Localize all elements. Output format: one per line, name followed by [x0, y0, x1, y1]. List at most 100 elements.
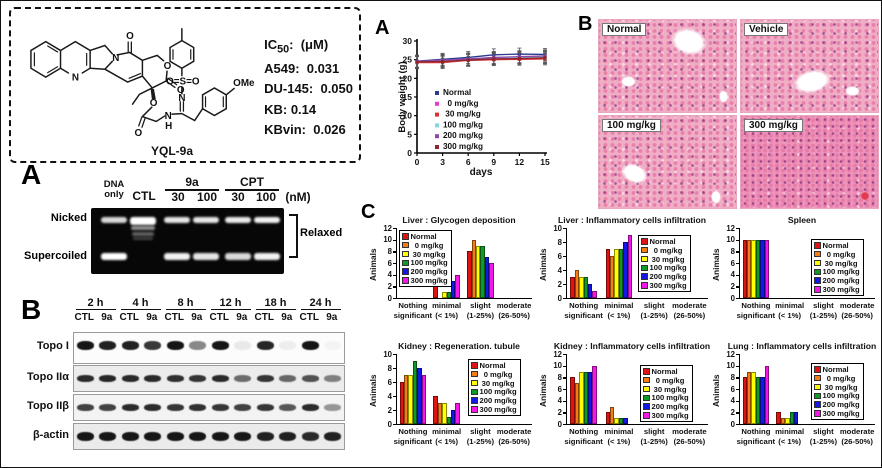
chart-legend: Normal 0 mg/kg 30 mg/kg 100 mg/kg 200 mg/k… [640, 365, 693, 422]
chart-y-tick-label: 6 [557, 251, 562, 261]
legend-label: 0 mg/kg [822, 249, 856, 259]
blot-band [279, 404, 297, 411]
blot-band [189, 404, 207, 411]
chart-y-tick [736, 251, 739, 253]
chart-x-tick-line1: moderate [672, 301, 707, 310]
bar-30 mg/kg [614, 249, 619, 298]
legend-label: 100 mg/kg [410, 258, 448, 268]
blot-band [256, 375, 274, 382]
ic50-heading: IC50: (μM) [264, 37, 329, 56]
gel-band-supercoiled [164, 253, 190, 260]
compound-structure-box: N N O O O O O N H N O=S=O OMe IC50: (μM)… [9, 7, 361, 163]
blot-strip-1 [73, 365, 345, 392]
legend-item: 100 mg/kg [641, 263, 687, 272]
gel-bracket-label-relaxed: Relaxed [300, 227, 343, 239]
legend-item: 30 mg/kg [814, 383, 860, 392]
legend-swatch [814, 392, 821, 400]
bar-Normal [742, 239, 748, 298]
legend-label: 30 mg/kg [651, 384, 687, 394]
blot-band [166, 340, 184, 350]
chart-y-tick [563, 377, 566, 379]
bar-100 mg/kg [618, 418, 624, 424]
bar-0 mg/kg [437, 403, 443, 424]
legend-swatch [814, 259, 821, 267]
atom-o-amide: O [126, 31, 134, 42]
legend-swatch [402, 268, 409, 275]
bar-0 mg/kg [747, 371, 752, 424]
chart-x-tick-line2: (1-25%) [809, 311, 838, 320]
legend-item: 300 mg/kg [471, 405, 517, 414]
blot-time-header: 12 h [210, 297, 251, 310]
chart-y-tick [736, 239, 739, 242]
legend-label: 300 mg/kg [410, 275, 448, 285]
blot-band [301, 404, 319, 411]
vessel-blob [668, 23, 710, 60]
legend-swatch [471, 379, 478, 387]
ic50-values-block: IC50: (μM) A549: 0.031 DU-145: 0.050 KB:… [264, 35, 353, 141]
chart-y-tick-label: 8 [387, 246, 392, 256]
legend-swatch [435, 134, 439, 139]
panel-letter-blot-B: B [21, 294, 42, 325]
legend-swatch [402, 241, 409, 249]
ic50-a549: A549: 0.031 [264, 60, 340, 76]
gel-band-supercoiled [193, 253, 219, 260]
chart-y-tick [393, 286, 396, 288]
x-tick-label: 9 [491, 157, 496, 167]
bar-200 mg/kg [623, 418, 628, 424]
legend-item: 0 mg/kg [643, 376, 689, 385]
gel-dose-cpt-30: 30 [231, 190, 245, 204]
gel-dose-cpt-100: 100 [255, 190, 277, 204]
bar-Normal [433, 286, 438, 298]
chart-x-tick-line2: (1-25%) [466, 437, 495, 446]
bar-30 mg/kg [751, 239, 756, 298]
legend-swatch [641, 264, 648, 272]
y-tick-label: 5 [407, 129, 412, 139]
blot-lane-label: 9a [101, 312, 113, 323]
chart-y-tick-label: 8 [730, 246, 735, 256]
chart-x-tick-line1: minimal [432, 427, 462, 436]
blot-row-label: Topo IIβ [27, 399, 69, 412]
legend-item: Normal [402, 232, 448, 241]
chart-y-tick-label: 2 [730, 407, 735, 417]
legend-item: 0 mg/kg [402, 241, 448, 250]
legend-label: 100 mg/kg [822, 391, 860, 401]
legend-swatch [641, 246, 648, 254]
chart-y-tick [393, 410, 396, 412]
chart-y-tick [736, 400, 739, 403]
bar-Normal [776, 412, 781, 424]
legend-swatch [814, 277, 821, 284]
bar-30 mg/kg [408, 375, 413, 424]
gel-band-supercoiled [101, 253, 127, 260]
legend-item: 30 mg/kg [814, 259, 860, 268]
legend-label: 100 mg/kg [479, 387, 517, 397]
bar-Normal [399, 382, 405, 424]
chart-y-tick [393, 274, 396, 277]
legend-item: 100 mg/kg [402, 258, 448, 267]
chart-title: Spleen [787, 215, 817, 225]
atom-n-quinoline: N [72, 73, 79, 84]
gel-band-relaxed [132, 232, 154, 236]
legend-swatch [643, 385, 650, 393]
chart-y-tick [393, 424, 396, 426]
legend-item: 100 mg/kg [814, 267, 860, 276]
chart-y-tick-label: 10 [553, 361, 562, 371]
blot-band [166, 404, 184, 411]
chart-y-tick-label: 4 [730, 396, 735, 406]
legend-swatch [402, 259, 409, 267]
chart-x-tick-line2: (26-50%) [498, 437, 530, 446]
x-tick-label: 6 [466, 157, 471, 167]
legend-item: 30 mg/kg [471, 379, 517, 388]
legend-swatch [643, 368, 650, 375]
chart-y-tick-label: 10 [726, 361, 735, 371]
chart-y-tick-label: 8 [557, 372, 562, 382]
blot-lane-label: CTL [74, 312, 94, 323]
bar-300 mg/kg [764, 239, 770, 298]
blot-band [144, 340, 162, 350]
chart-plot-area [739, 354, 875, 425]
histology-tile-100mgkg: 100 mg/kg [598, 115, 737, 209]
bar-100 mg/kg [583, 277, 589, 298]
blot-band [211, 375, 229, 382]
legend-label: 300 mg/kg [822, 284, 860, 294]
chart-y-tick [736, 354, 739, 356]
chart-x-tick-line2: (< 1%) [607, 437, 631, 446]
